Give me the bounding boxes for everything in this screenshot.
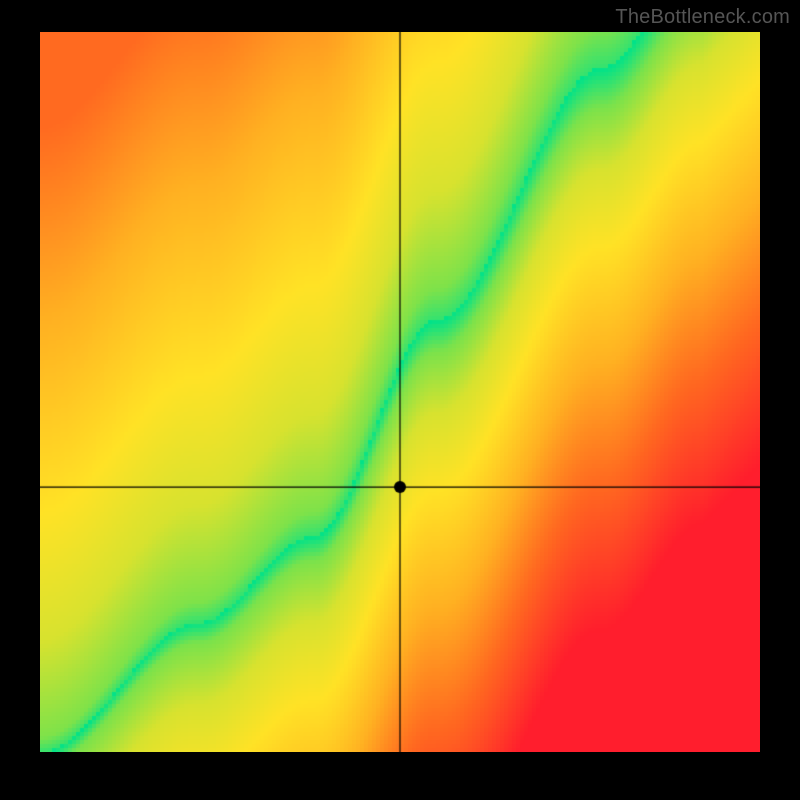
bottleneck-heatmap [40,32,760,752]
watermark-label: TheBottleneck.com [615,6,790,29]
chart-container: TheBottleneck.com [0,0,800,800]
